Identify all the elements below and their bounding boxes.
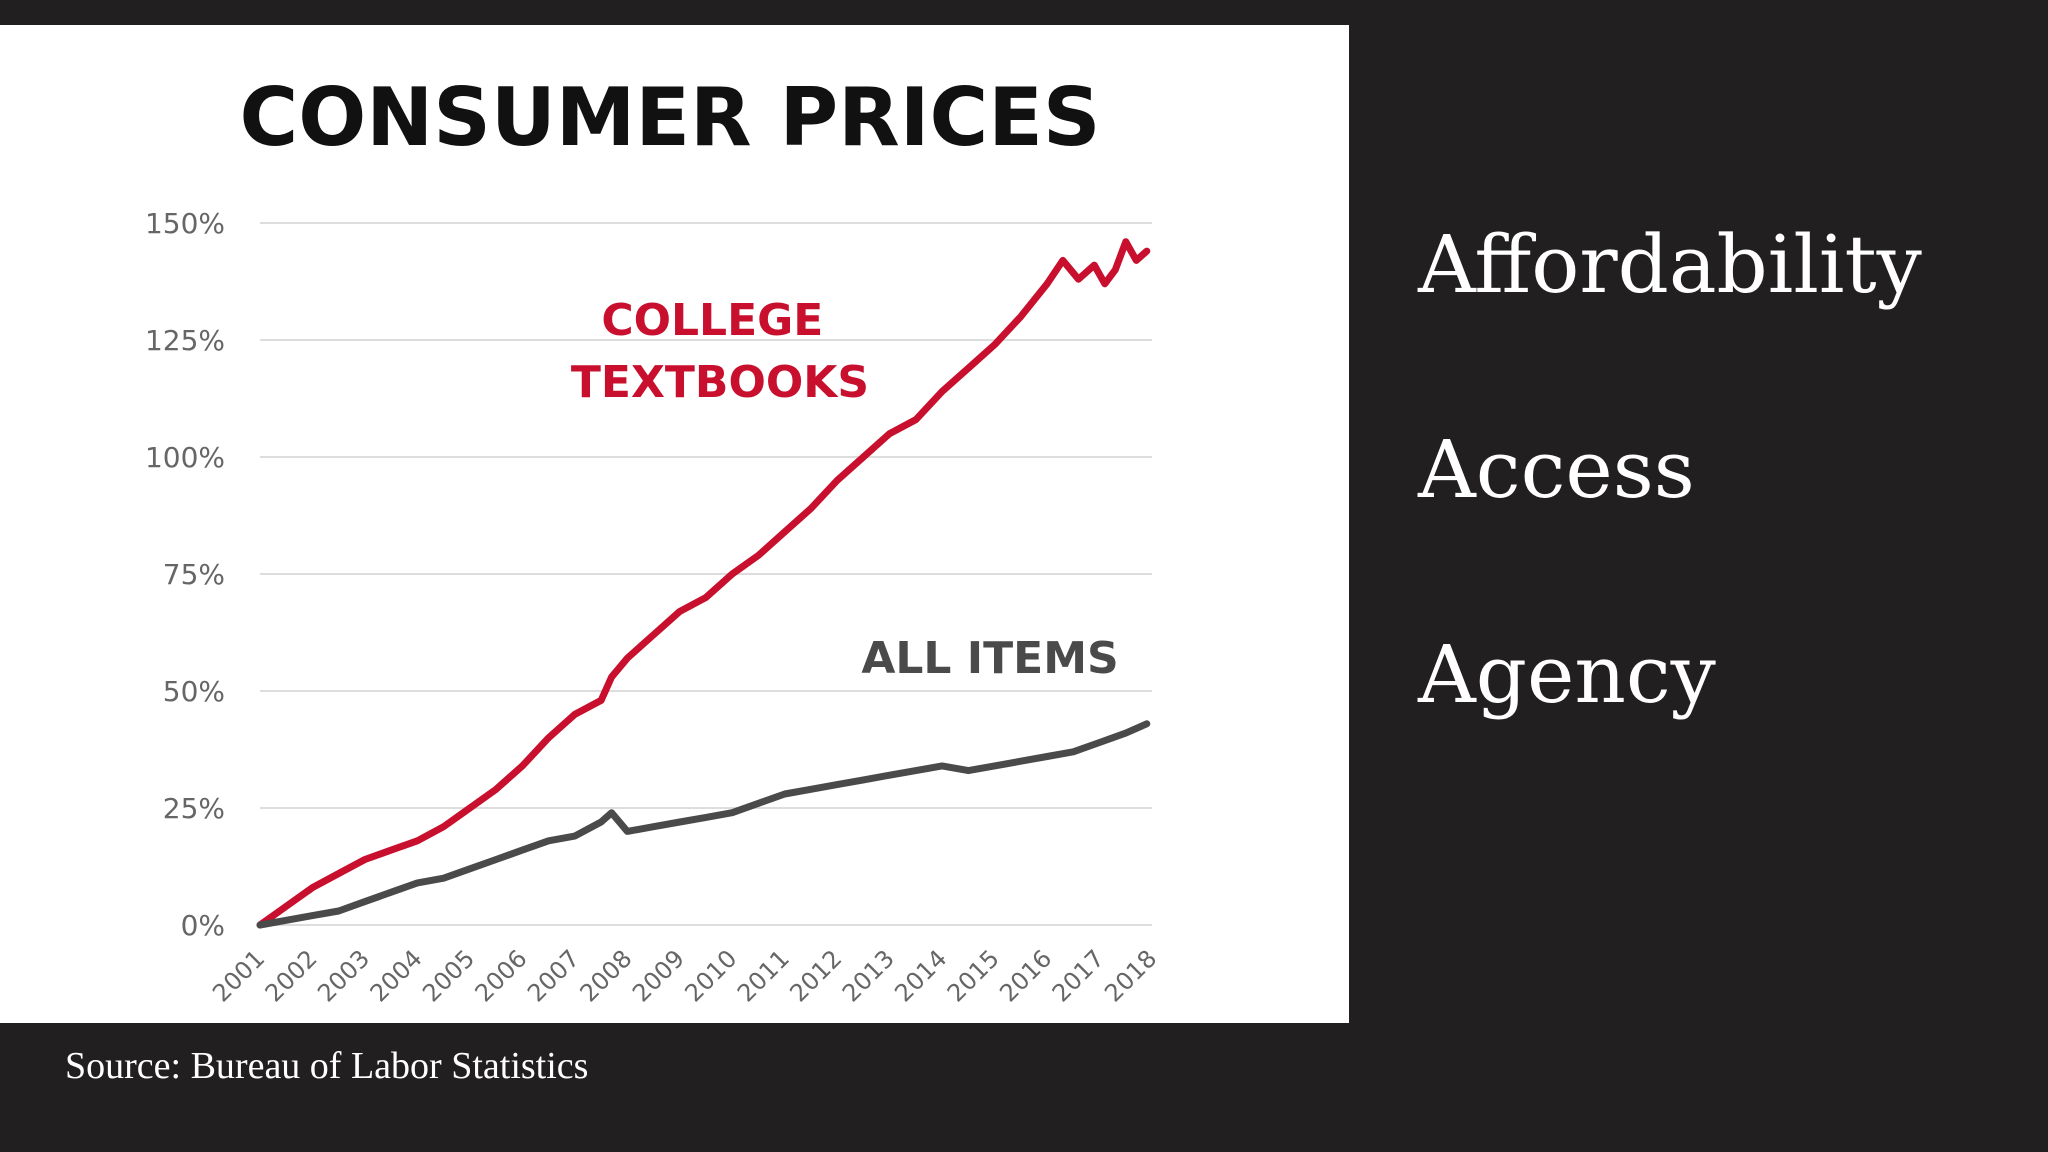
y-tick-label: 50% <box>163 675 225 708</box>
bullet-access: Access <box>1418 423 1695 516</box>
y-tick-label: 100% <box>145 441 225 474</box>
x-tick-label: 2007 <box>522 944 585 1007</box>
series-label-textbooks-line2: TEXTBOOKS <box>571 357 869 408</box>
series-line-all-items <box>256 720 1151 929</box>
x-tick-label: 2011 <box>732 944 795 1007</box>
x-tick-label: 2010 <box>679 944 742 1007</box>
bullet-agency: Agency <box>1418 628 1716 721</box>
x-tick-label: 2005 <box>417 944 480 1007</box>
grid-lines <box>260 222 1152 926</box>
y-tick-label: 75% <box>163 558 225 591</box>
x-tick-label: 2012 <box>784 944 847 1007</box>
chart-title: CONSUMER PRICES <box>240 71 1101 164</box>
x-tick-label: 2014 <box>889 944 952 1007</box>
y-tick-label: 25% <box>163 792 225 825</box>
x-tick-label: 2013 <box>837 944 900 1007</box>
source-citation: Source: Bureau of Labor Statistics <box>65 1045 589 1087</box>
y-tick-label: 0% <box>181 909 225 942</box>
series-lines <box>256 238 1151 929</box>
x-tick-labels: 2001200220032004200520062007200820092010… <box>207 944 1162 1007</box>
x-tick-label: 2018 <box>1099 944 1162 1007</box>
series-label-textbooks: COLLEGE TEXTBOOKS <box>571 295 869 408</box>
x-tick-label: 2001 <box>207 944 270 1007</box>
x-tick-label: 2002 <box>260 944 323 1007</box>
bullet-list: Affordability Access Agency <box>1418 225 2018 840</box>
x-tick-label: 2017 <box>1047 944 1110 1007</box>
y-tick-label: 125% <box>145 324 225 357</box>
y-tick-labels: 0% 25% 50% 75% 100% 125% 150% <box>145 207 225 942</box>
x-tick-label: 2006 <box>470 944 533 1007</box>
x-tick-label: 2015 <box>942 944 1005 1007</box>
bullet-affordability: Affordability <box>1418 218 1922 311</box>
x-tick-label: 2009 <box>627 944 690 1007</box>
chart-panel: CONSUMER PRICES 0% 25% 50% 75% 100% 125% 150% … <box>0 25 1349 1023</box>
x-tick-label: 2004 <box>365 944 428 1007</box>
x-tick-label: 2016 <box>994 944 1057 1007</box>
x-tick-label: 2008 <box>575 944 638 1007</box>
consumer-prices-chart: CONSUMER PRICES 0%25%50%75%100%125%150% … <box>145 71 1162 1007</box>
series-label-textbooks-line1: COLLEGE <box>601 295 823 346</box>
series-line-textbooks <box>256 238 1151 929</box>
x-tick-label: 2003 <box>312 944 375 1007</box>
y-tick-label: 150% <box>145 207 225 240</box>
series-label-all-items: ALL ITEMS <box>861 633 1118 684</box>
